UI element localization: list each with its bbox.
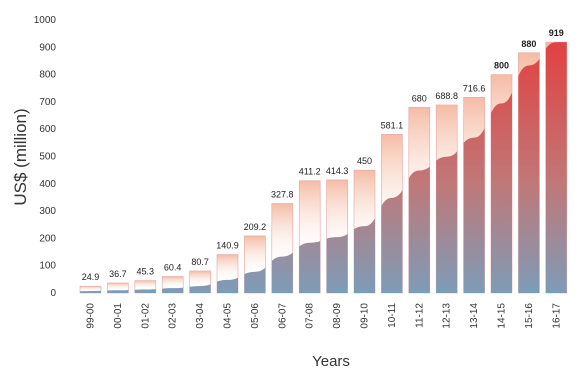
data-label: 414.3 xyxy=(326,166,349,176)
x-tick-label: 13-14 xyxy=(469,303,480,329)
x-tick-label: 10-11 xyxy=(387,303,398,328)
y-tick-label: 500 xyxy=(39,152,56,163)
x-tick-label: 09-10 xyxy=(360,303,371,329)
y-tick-label: 200 xyxy=(39,233,56,244)
y-tick-label: 600 xyxy=(39,124,56,135)
y-tick-label: 800 xyxy=(39,70,56,81)
data-label: 327.8 xyxy=(271,190,294,200)
x-tick-label: 03-04 xyxy=(195,303,206,329)
y-axis-title: US$ (million) xyxy=(11,108,30,205)
x-tick-label: 07-08 xyxy=(305,303,316,329)
data-label: 680 xyxy=(412,93,427,103)
data-label: 80.7 xyxy=(191,257,209,267)
y-axis: 0 100 200 300 400 500 600 700 800 900 1000 xyxy=(34,15,57,299)
x-tick-label: 06-07 xyxy=(277,303,288,329)
solid-fill-curve xyxy=(80,42,567,293)
solid-fill-group xyxy=(80,42,567,293)
data-label: 140.9 xyxy=(216,241,239,251)
data-label: 716.6 xyxy=(463,83,486,93)
y-tick-label: 700 xyxy=(39,97,56,108)
data-label: 45.3 xyxy=(137,267,155,277)
data-labels-group: 24.9 36.7 45.3 60.4 80.7 140.9 209.2 327.8 411.2… xyxy=(82,28,564,282)
x-tick-label: 99-00 xyxy=(86,303,97,329)
data-label: 24.9 xyxy=(82,272,100,282)
x-axis-title: Years xyxy=(312,353,350,368)
x-tick-label: 08-09 xyxy=(332,303,343,329)
x-axis: 99-00 00-01 01-02 02-03 03-04 04-05 05-06 06-07… xyxy=(86,303,563,329)
x-tick-label: 01-02 xyxy=(140,303,151,329)
x-tick-label: 14-15 xyxy=(497,303,508,329)
data-label: 36.7 xyxy=(109,269,127,279)
y-tick-label: 300 xyxy=(39,206,56,217)
x-tick-label: 05-06 xyxy=(250,303,261,329)
x-tick-label: 16-17 xyxy=(551,303,562,329)
x-tick-label: 15-16 xyxy=(524,303,535,329)
data-label: 411.2 xyxy=(299,167,321,177)
y-tick-label: 400 xyxy=(39,179,56,190)
x-tick-label: 04-05 xyxy=(223,303,234,329)
x-tick-label: 11-12 xyxy=(414,303,425,328)
data-label: 209.2 xyxy=(244,222,267,232)
y-tick-label: 100 xyxy=(39,261,56,272)
data-label: 880 xyxy=(521,39,536,49)
x-tick-label: 02-03 xyxy=(168,303,179,329)
data-label: 919 xyxy=(549,28,564,38)
y-tick-label: 0 xyxy=(50,288,56,299)
data-label: 60.4 xyxy=(164,263,182,273)
data-label: 800 xyxy=(494,61,509,71)
data-label: 688.8 xyxy=(435,91,458,101)
x-tick-label: 12-13 xyxy=(442,303,453,329)
y-tick-label: 1000 xyxy=(34,15,57,26)
data-label: 450 xyxy=(357,156,372,166)
x-tick-label: 00-01 xyxy=(113,303,124,329)
data-label: 581.1 xyxy=(381,120,404,130)
y-tick-label: 900 xyxy=(39,42,56,53)
